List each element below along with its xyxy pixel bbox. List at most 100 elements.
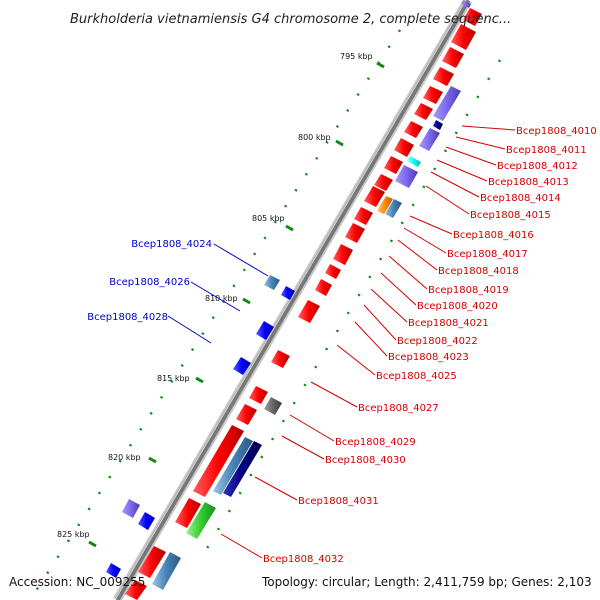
gene-arrow [325,264,341,279]
scale-label-825: 825 kbp [57,530,90,539]
gene-arrow [374,174,393,191]
gene-box [385,199,402,218]
gene-arrow [404,121,423,138]
leader-4031 [254,476,298,501]
backbone [113,0,472,600]
leader-4028 [167,315,212,344]
gene-box [433,120,443,130]
gene-arrow [175,498,201,528]
gene-label-4013: Bcep1808_4013 [488,177,569,188]
gene-arrow [354,207,373,225]
map-title: Burkholderia vietnamiensis G4 chromosome… [70,12,511,27]
gene-box [407,156,421,167]
gene-box [122,499,140,518]
gene-box [395,165,418,188]
gene-arrow [281,286,295,300]
gene-box [419,128,440,151]
gene-label-4027: Bcep1808_4027 [358,403,439,414]
leader-4019 [388,255,428,290]
scale-label-820: 820 kbp [108,453,141,462]
tick-815 [195,376,204,384]
gene-box [461,0,471,8]
gene-label-4022: Bcep1808_4022 [397,336,478,347]
gene-arrow [423,86,443,104]
gene-label-4010: Bcep1808_4010 [516,126,597,137]
gene-box [223,441,262,497]
gene-arrow [271,350,290,368]
gene-label-4020: Bcep1808_4020 [417,301,498,312]
gene-arrow [384,156,403,174]
gene-label-4021: Bcep1808_4021 [408,318,489,329]
gene-arrow [193,425,244,497]
leader-4022 [363,304,397,341]
gene-arrow [298,300,320,323]
scale-label-815: 815 kbp [157,374,190,383]
gene-label-4014: Bcep1808_4014 [480,193,561,204]
leader-4011 [455,136,506,150]
scale-label-805: 805 kbp [252,214,285,223]
leader-4027 [310,381,358,408]
gene-arrow [345,223,365,243]
reverse-strand-genes [106,275,295,578]
gene-arrow [414,103,433,120]
gene-arrow [433,67,454,86]
scale-label-810: 810 kbp [205,294,238,303]
leader-4030 [281,435,325,460]
leader-4016 [409,215,453,235]
tick-810 [242,297,251,305]
leader-4024 [213,243,269,277]
leader-4026 [190,281,241,312]
gene-box [213,437,253,495]
gene-arrow [333,244,353,265]
gene-box [186,502,216,539]
gene-arrow [138,512,155,530]
topology-text: Topology: circular; Length: 2,411,759 bp… [261,575,592,589]
gene-label-4023: Bcep1808_4023 [388,352,469,363]
tick-805 [285,224,294,232]
gene-arrow [236,404,257,425]
gene-label-4030: Bcep1808_4030 [325,455,406,466]
leader-4013 [436,159,488,182]
leader-4012 [445,146,497,166]
gene-label-4017: Bcep1808_4017 [447,249,528,260]
gene-box [264,397,282,415]
leader-4010 [461,125,516,131]
scale-ring [28,29,402,600]
gene-arrow [394,138,414,157]
accession-text: Accession: NC_009255 [9,575,145,589]
gene-label-4015: Bcep1808_4015 [470,210,551,221]
gene-box [433,86,461,121]
leader-4032 [220,533,263,559]
scale-label-795: 795 kbp [340,52,373,61]
gene-arrow [106,563,121,578]
tick-800 [335,139,344,147]
gene-arrow [138,546,166,578]
gene-arrow [256,321,274,340]
gene-label-4028: Bcep1808_4028 [87,312,168,323]
forward-gene-labels: Bcep1808_4010 Bcep1808_4011 Bcep1808_401… [263,126,597,565]
gene-box [377,196,393,214]
gene-arrow [233,357,251,375]
gene-label-4024: Bcep1808_4024 [131,239,212,250]
leader-4018 [397,239,438,271]
gene-label-4031: Bcep1808_4031 [298,496,379,507]
leader-4021 [370,288,408,323]
leader-4029 [289,414,335,442]
leader-4014 [430,171,480,198]
reverse-gene-labels: Bcep1808_4024 Bcep1808_4026 Bcep1808_402… [87,239,212,323]
gene-label-4025: Bcep1808_4025 [376,371,457,382]
leader-4025 [336,344,376,376]
gene-arrow [463,8,482,26]
gene-label-4029: Bcep1808_4029 [335,437,416,448]
gene-label-4011: Bcep1808_4011 [506,145,587,156]
tick-795 [376,61,385,69]
label-leaders [167,125,516,559]
gene-arrow [451,24,476,50]
leader-4020 [380,272,417,306]
gene-arrow [249,386,268,404]
leader-4017 [403,227,447,254]
gene-box [152,552,181,590]
gene-box [264,275,280,290]
gene-arrow [125,580,147,600]
